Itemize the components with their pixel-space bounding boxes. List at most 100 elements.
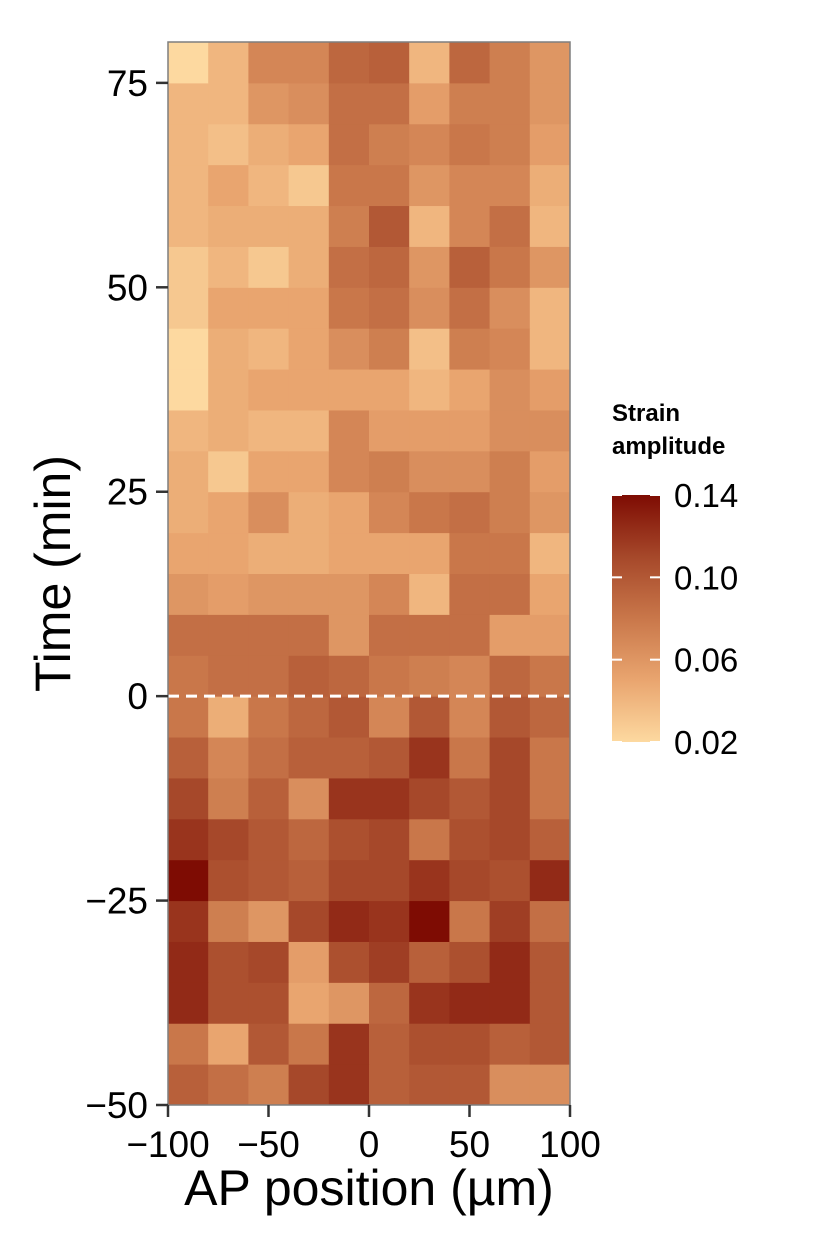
legend-ticks: 0.14 0.10 0.06 0.02 — [612, 477, 738, 761]
heatmap-cell — [248, 614, 290, 656]
heatmap-cell — [409, 409, 450, 452]
heatmap-cell — [449, 164, 491, 207]
x-tick-label: −100 — [126, 1124, 209, 1165]
heatmap-cell — [489, 696, 531, 738]
x-tick-label: 0 — [359, 1124, 380, 1165]
heatmap-cell — [328, 696, 370, 738]
heatmap-cell — [369, 82, 410, 125]
heatmap-cell — [529, 900, 571, 942]
heatmap-cell — [248, 818, 290, 861]
heatmap-cell — [409, 614, 450, 656]
heatmap-cell — [288, 982, 330, 1024]
heatmap-cell — [248, 655, 290, 697]
heatmap-cell — [489, 491, 531, 534]
heatmap-cell — [409, 1023, 450, 1065]
heatmap-cell — [409, 42, 450, 84]
heatmap-cell — [449, 1064, 491, 1106]
heatmap-cell — [208, 655, 249, 697]
heatmap-cell — [168, 246, 209, 288]
heatmap-cell — [449, 450, 491, 493]
heatmap-cell — [489, 42, 531, 84]
heatmap-cell — [489, 450, 531, 493]
y-axis: −50 −25 0 25 50 75 — [85, 63, 168, 1126]
heatmap-cell — [288, 369, 330, 411]
legend-title-line-2: amplitude — [612, 433, 725, 460]
heatmap-cell — [168, 573, 209, 615]
heatmap-cell — [489, 982, 531, 1024]
heatmap-cell — [489, 164, 531, 207]
heatmap-cell — [288, 737, 330, 779]
heatmap-cell — [369, 777, 410, 820]
heatmap-cell — [248, 859, 290, 902]
heatmap-cell — [208, 573, 249, 615]
heatmap-cell — [248, 982, 290, 1024]
heatmap-cell — [288, 655, 330, 697]
y-axis-title: Time (min) — [25, 455, 81, 692]
heatmap-cell — [168, 941, 209, 983]
heatmap-cell — [208, 614, 249, 656]
heatmap-cell — [288, 818, 330, 861]
heatmap-cell — [489, 123, 531, 166]
heatmap-cell — [489, 777, 531, 820]
heatmap-cell — [208, 42, 249, 84]
heatmap-cell — [328, 123, 370, 166]
heatmap-cell — [248, 409, 290, 452]
heatmap-cell — [449, 409, 491, 452]
heatmap-cell — [248, 328, 290, 370]
heatmap-cell — [288, 1064, 330, 1106]
x-tick-label: −50 — [237, 1124, 300, 1165]
heatmap-cell — [248, 450, 290, 493]
heatmap-cell — [168, 369, 209, 411]
heatmap-cell — [449, 1023, 491, 1065]
heatmap-cell — [328, 532, 370, 574]
heatmap-cell — [489, 737, 531, 779]
heatmap-cell — [529, 1064, 571, 1106]
heatmap-cell — [208, 818, 249, 861]
heatmap-cell — [288, 409, 330, 452]
heatmap-cell — [168, 164, 209, 207]
y-tick-label: −50 — [85, 1085, 148, 1126]
y-tick-label: −25 — [85, 881, 148, 922]
heatmap-cell — [248, 532, 290, 574]
heatmap-cell — [248, 491, 290, 534]
heatmap-cell — [328, 246, 370, 288]
heatmap-cell — [288, 900, 330, 942]
heatmap-cell — [489, 205, 531, 247]
heatmap-cell — [168, 614, 209, 656]
heatmap-cell — [369, 491, 410, 534]
heatmap-cell — [449, 573, 491, 615]
heatmap-cell — [449, 696, 491, 738]
heatmap-cell — [449, 42, 491, 84]
heatmap-cell — [208, 205, 249, 247]
heatmap-cell — [168, 1064, 209, 1106]
heatmap-cell — [529, 696, 571, 738]
heatmap-cell — [328, 818, 370, 861]
heatmap-cell — [409, 900, 450, 942]
heatmap-cell — [168, 900, 209, 942]
heatmap-cell — [449, 614, 491, 656]
heatmap-cell — [409, 737, 450, 779]
heatmap-cell — [529, 982, 571, 1024]
heatmap-cell — [248, 287, 290, 329]
heatmap-cell — [369, 696, 410, 738]
heatmap-cell — [328, 777, 370, 820]
heatmap-cell — [409, 941, 450, 983]
heatmap-cell — [529, 82, 571, 125]
heatmap-cell — [529, 42, 571, 84]
heatmap-cell — [208, 859, 249, 902]
x-axis: −100 −50 0 50 100 — [126, 1105, 601, 1165]
heatmap-cell — [489, 287, 531, 329]
heatmap-cell — [369, 1023, 410, 1065]
heatmap-cell — [409, 491, 450, 534]
heatmap-cell — [529, 1023, 571, 1065]
heatmap-cell — [449, 287, 491, 329]
heatmap-cell — [208, 287, 249, 329]
y-tick-label: 75 — [107, 63, 148, 104]
legend-tick-label: 0.10 — [674, 559, 738, 596]
heatmap-cell — [288, 491, 330, 534]
heatmap-cell — [409, 655, 450, 697]
color-legend: Strain amplitude 0.14 0.10 0.06 0.02 — [612, 400, 738, 761]
legend-tick-label: 0.02 — [674, 724, 738, 761]
heatmap-cell — [328, 205, 370, 247]
